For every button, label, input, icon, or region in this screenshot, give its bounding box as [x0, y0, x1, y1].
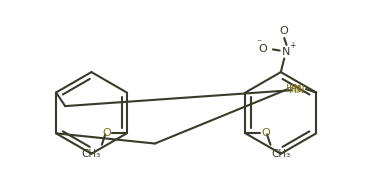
Text: O: O — [261, 128, 270, 138]
Text: N: N — [282, 47, 291, 57]
Text: ⁻: ⁻ — [257, 38, 262, 48]
Text: CH₃: CH₃ — [272, 149, 291, 159]
Text: +: + — [289, 41, 296, 50]
Text: O: O — [280, 26, 289, 36]
Text: CH₃: CH₃ — [81, 149, 101, 159]
Text: O: O — [259, 44, 267, 54]
Text: HN: HN — [286, 84, 303, 94]
Text: O: O — [102, 128, 111, 138]
Text: HN: HN — [289, 85, 305, 95]
